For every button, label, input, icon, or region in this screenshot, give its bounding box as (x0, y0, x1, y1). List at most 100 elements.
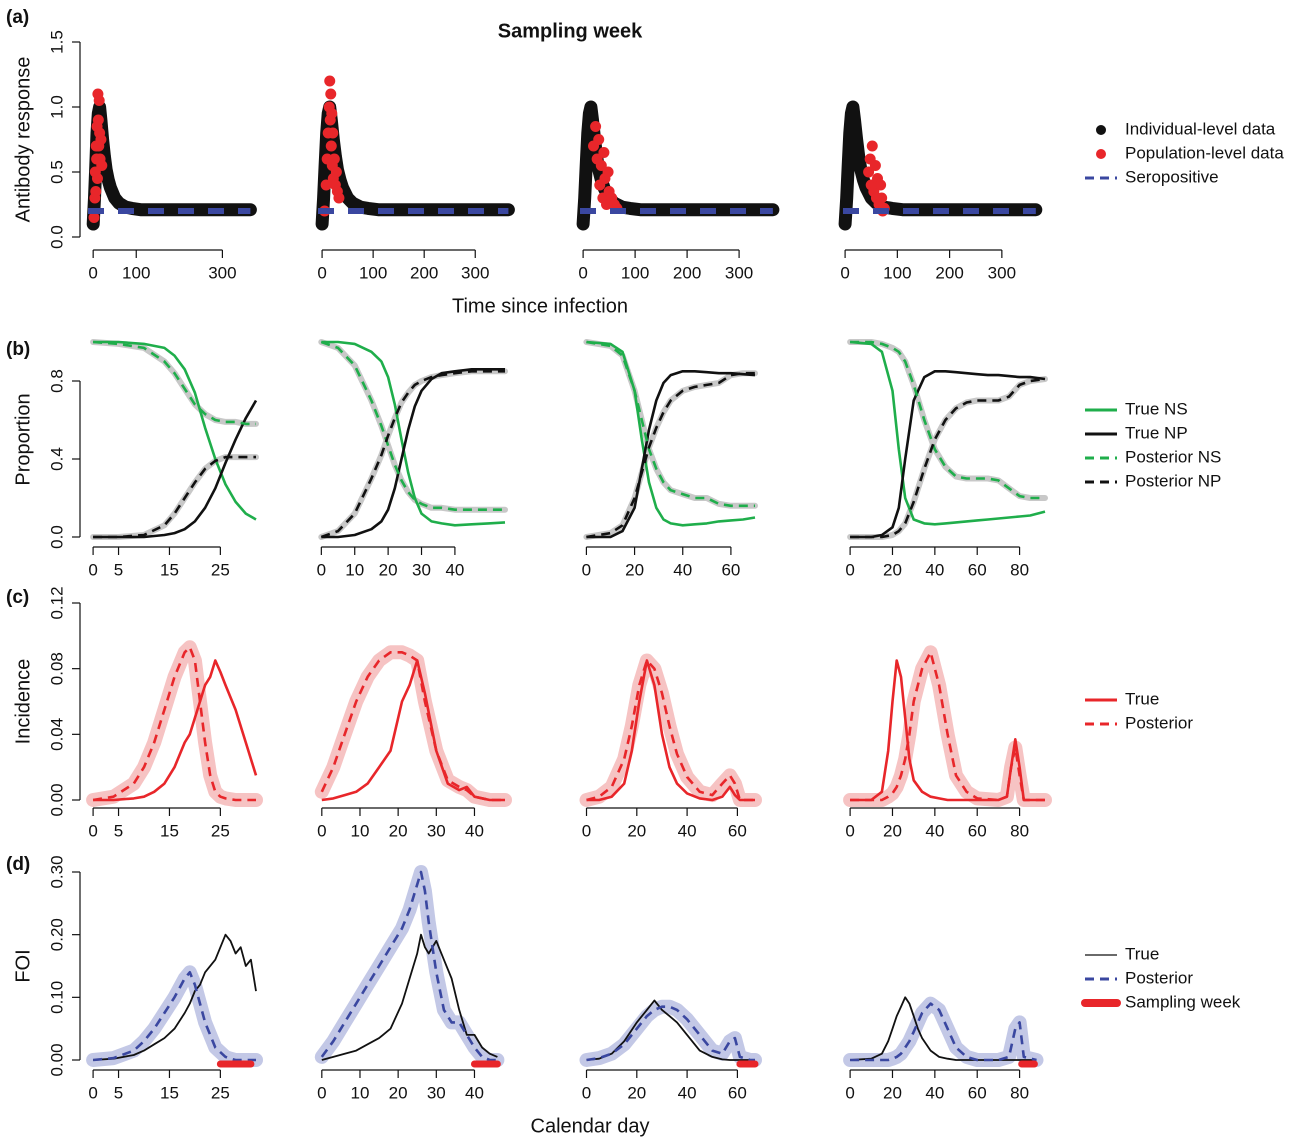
x-tick-label: 0 (582, 821, 591, 840)
y-tick-label: 0.20 (47, 918, 66, 951)
x-tick-label: 200 (673, 263, 701, 282)
population-point (93, 95, 105, 106)
population-point (590, 121, 602, 132)
series-line (586, 659, 755, 802)
x-tick-label: 200 (410, 263, 438, 282)
x-tick-label: 15 (160, 821, 179, 840)
x-tick-label: 20 (883, 821, 902, 840)
series-line (93, 659, 258, 802)
x-tick-label: 0 (88, 821, 97, 840)
credible-band (583, 339, 758, 509)
population-point (92, 114, 104, 126)
panel-label: (a) (6, 7, 29, 28)
x-tick-label: 40 (925, 560, 944, 579)
x-tick-label: 40 (925, 821, 944, 840)
x-tick-label: 20 (379, 560, 398, 579)
x-tick-label: 300 (988, 263, 1016, 282)
y-tick-label: 1.5 (47, 30, 66, 54)
x-tick-label: 60 (728, 1083, 747, 1102)
x-tick-label: 20 (627, 821, 646, 840)
series-line (93, 399, 258, 539)
x-tick-label: 300 (725, 263, 753, 282)
x-tick-label: 20 (389, 821, 408, 840)
x-tick-label: 15 (160, 560, 179, 579)
x-tick-label: 200 (935, 263, 963, 282)
x-tick-label: 80 (1010, 1083, 1029, 1102)
legend-label: Posterior NP (1125, 471, 1221, 490)
x-tick-label: 10 (351, 821, 370, 840)
series-line (586, 659, 755, 802)
series-line (320, 370, 505, 539)
y-tick-label: 0.08 (47, 652, 66, 685)
y-tick-label: 0.4 (47, 447, 66, 471)
population-point (325, 140, 337, 152)
series-line (586, 340, 755, 508)
population-point (96, 160, 108, 171)
series-line (320, 870, 498, 1062)
x-tick-label: 5 (114, 821, 123, 840)
x-tick-label: 0 (317, 263, 326, 282)
series-line (849, 340, 1046, 526)
series-line (320, 340, 505, 511)
x-tick-label: 60 (728, 821, 747, 840)
series-line (92, 646, 256, 802)
legend-label: Seropositive (1125, 167, 1219, 186)
y-tick-label: 0.00 (47, 783, 66, 816)
population-point (598, 147, 610, 158)
x-tick-label: 100 (883, 263, 911, 282)
x-tick-label: 30 (427, 1083, 446, 1102)
series-line (321, 340, 506, 527)
x-tick-label: 20 (389, 1083, 408, 1102)
x-tick-label: 0 (317, 560, 326, 579)
x-tick-label: 100 (122, 263, 150, 282)
credible-band (318, 339, 508, 513)
series-line (850, 340, 1045, 500)
x-tick-label: 40 (925, 1083, 944, 1102)
x-tick-label: 300 (461, 263, 489, 282)
x-tick-label: 0 (582, 560, 591, 579)
x-tick-label: 15 (160, 1083, 179, 1102)
population-point (95, 134, 107, 145)
chart-title: Sampling week (498, 20, 643, 42)
credible-band (847, 376, 1048, 540)
x-tick-label: 0 (840, 263, 849, 282)
x-tick-label: 60 (968, 560, 987, 579)
series-line (320, 651, 505, 802)
x-tick-label: 0 (845, 560, 854, 579)
x-tick-label: 25 (211, 560, 230, 579)
x-tick-label: 20 (883, 1083, 902, 1102)
population-point (325, 88, 337, 100)
x-tick-label: 0 (317, 821, 326, 840)
x-tick-label: 0 (578, 263, 587, 282)
y-tick-label: 0.0 (47, 525, 66, 549)
x-tick-label: 0 (845, 1083, 854, 1102)
y-axis-label: Antibody response (12, 57, 34, 223)
x-tick-label: 5 (114, 560, 123, 579)
x-axis-label: Time since infection (452, 295, 628, 317)
credible-band (583, 370, 758, 540)
population-point (90, 186, 102, 197)
legend-label: True (1125, 944, 1159, 963)
population-point (88, 212, 100, 223)
y-axis-label: Proportion (12, 393, 34, 485)
legend-label: Individual-level data (1125, 119, 1276, 138)
x-tick-label: 0 (88, 1083, 97, 1102)
y-tick-label: 0.00 (47, 1043, 66, 1076)
credible-band (843, 645, 1052, 807)
series-line (586, 1005, 755, 1062)
legend-label: Posterior NS (1125, 447, 1221, 466)
population-point (602, 166, 614, 178)
y-tick-label: 0.10 (47, 981, 66, 1014)
population-point (320, 179, 332, 191)
legend-label: True NS (1125, 399, 1188, 418)
x-tick-label: 20 (627, 1083, 646, 1102)
x-tick-label: 0 (88, 560, 97, 579)
credible-band (579, 999, 762, 1067)
y-tick-label: 0.04 (47, 718, 66, 751)
panel-label: (d) (6, 854, 30, 875)
legend-symbol (1096, 125, 1106, 135)
credible-band (86, 965, 263, 1067)
legend-label: Population-level data (1125, 143, 1284, 162)
